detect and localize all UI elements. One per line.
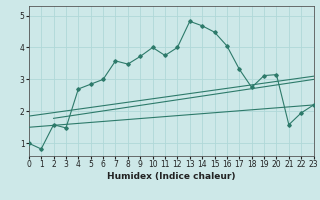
X-axis label: Humidex (Indice chaleur): Humidex (Indice chaleur) [107,172,236,181]
